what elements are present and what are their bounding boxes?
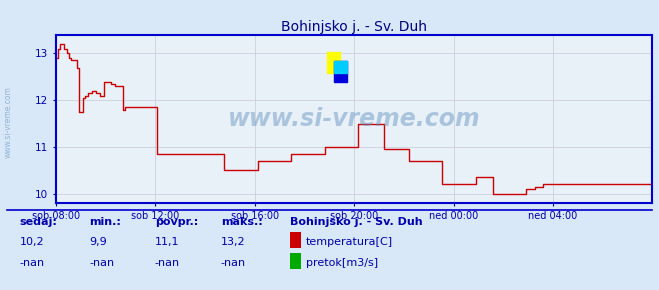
Text: 11,1: 11,1: [155, 237, 179, 247]
Bar: [334, 61, 347, 73]
Text: -nan: -nan: [20, 258, 45, 268]
Text: 13,2: 13,2: [221, 237, 245, 247]
Bar: [328, 52, 341, 73]
Text: 10,2: 10,2: [20, 237, 44, 247]
Text: www.si-vreme.com: www.si-vreme.com: [228, 107, 480, 131]
Title: Bohinjsko j. - Sv. Duh: Bohinjsko j. - Sv. Duh: [281, 20, 427, 34]
Text: pretok[m3/s]: pretok[m3/s]: [306, 258, 378, 268]
Text: sedaj:: sedaj:: [20, 217, 57, 227]
Text: -nan: -nan: [221, 258, 246, 268]
Text: www.si-vreme.com: www.si-vreme.com: [4, 86, 13, 158]
Text: -nan: -nan: [155, 258, 180, 268]
Text: maks.:: maks.:: [221, 217, 262, 227]
Text: temperatura[C]: temperatura[C]: [306, 237, 393, 247]
Text: min.:: min.:: [89, 217, 121, 227]
Text: 9,9: 9,9: [89, 237, 107, 247]
Text: -nan: -nan: [89, 258, 114, 268]
Bar: [334, 61, 347, 82]
Text: povpr.:: povpr.:: [155, 217, 198, 227]
Text: Bohinjsko j. - Sv. Duh: Bohinjsko j. - Sv. Duh: [290, 217, 422, 227]
